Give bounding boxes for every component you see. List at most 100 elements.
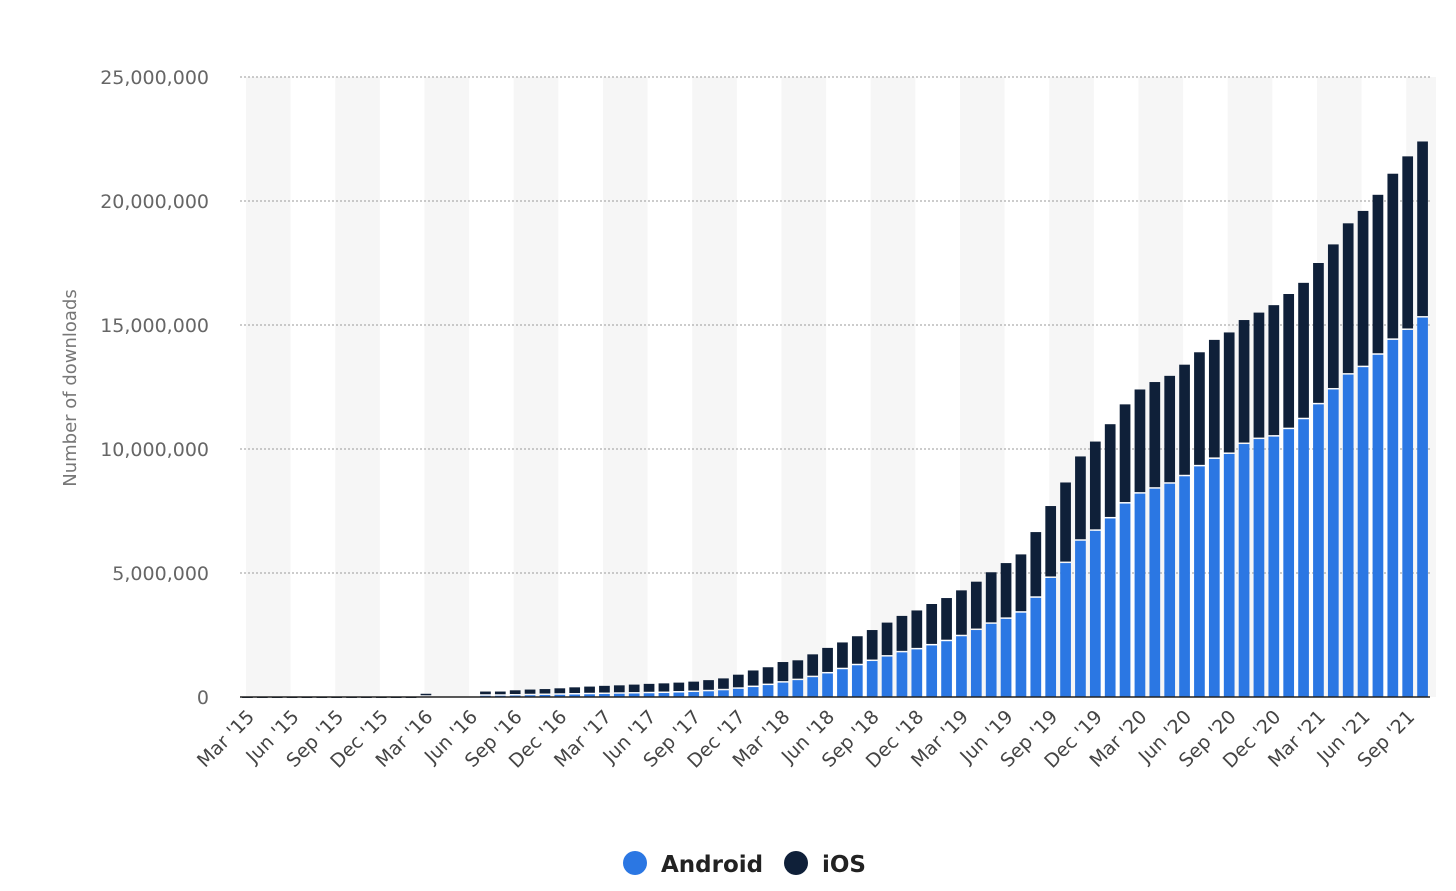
bar-android	[1253, 439, 1265, 697]
background-band	[692, 77, 737, 697]
y-tick-label: 5,000,000	[112, 563, 209, 585]
bar-ios	[1387, 173, 1399, 339]
bar-ios	[1134, 389, 1146, 493]
bar-android	[1194, 466, 1205, 697]
bar-ios	[1045, 506, 1057, 577]
background-band	[781, 77, 827, 697]
bar-ios	[569, 687, 581, 694]
bar-android	[851, 665, 863, 697]
bar-ios	[851, 636, 863, 664]
bar-android	[613, 693, 625, 697]
bar-ios	[628, 684, 640, 693]
bar-android	[926, 645, 938, 697]
bar-android	[539, 695, 551, 697]
bar-android	[732, 688, 744, 697]
bar-ios	[1283, 294, 1295, 428]
background-band	[513, 77, 559, 697]
bar-android	[866, 661, 878, 697]
bar-android	[1134, 493, 1146, 697]
bar-android	[1164, 483, 1176, 697]
bar-ios	[896, 615, 908, 651]
bar-android	[643, 693, 655, 697]
bar-ios	[673, 682, 685, 692]
bar-android	[896, 652, 908, 697]
bar-android	[881, 656, 893, 697]
bar-ios	[807, 654, 819, 676]
background-band	[1317, 77, 1362, 697]
bar-ios	[718, 678, 729, 689]
background-bands	[246, 77, 1436, 697]
bar-android	[777, 682, 789, 697]
background-band	[246, 77, 291, 697]
bar-android	[628, 693, 640, 697]
bar-ios	[539, 689, 551, 694]
bar-android	[941, 641, 952, 697]
bar-ios	[480, 691, 491, 695]
bar-android	[1357, 367, 1369, 697]
bar-ios	[970, 581, 982, 629]
bar-android	[1313, 404, 1324, 697]
y-tick-label: 15,000,000	[100, 315, 209, 337]
background-band	[335, 77, 380, 697]
bar-android	[970, 630, 982, 697]
bar-ios	[554, 688, 566, 694]
legend-ios-label: iOS	[822, 852, 866, 878]
bar-ios	[1149, 382, 1161, 488]
bar-ios	[420, 693, 432, 696]
bar-android	[1119, 503, 1131, 697]
y-axis-label: Number of downloads	[60, 289, 81, 487]
bar-ios	[1104, 424, 1116, 517]
background-band	[870, 77, 916, 697]
bar-android	[837, 669, 848, 697]
bar-ios	[985, 572, 997, 623]
bar-ios	[703, 680, 714, 690]
bar-ios	[1357, 210, 1369, 366]
bar-android	[1075, 540, 1086, 697]
bar-android	[1283, 429, 1295, 697]
bar-ios	[1223, 332, 1235, 453]
y-tick-label: 20,000,000	[100, 191, 209, 213]
bars	[242, 141, 1428, 699]
bar-android	[747, 687, 759, 697]
bar-ios	[822, 647, 833, 672]
bar-ios	[1208, 339, 1220, 458]
bar-ios	[494, 691, 506, 695]
bar-android	[762, 685, 774, 697]
bar-android	[1015, 612, 1027, 697]
background-band	[424, 77, 470, 697]
bar-ios	[688, 681, 700, 691]
bar-android	[703, 691, 714, 697]
bar-android	[1327, 389, 1339, 697]
bar-ios	[613, 685, 625, 693]
background-band	[603, 77, 648, 697]
bar-android	[1298, 419, 1309, 697]
bar-ios	[1089, 441, 1101, 530]
bar-ios	[837, 642, 848, 668]
bar-android	[1045, 577, 1057, 697]
legend: Android iOS	[623, 851, 866, 878]
bar-ios	[1253, 312, 1265, 438]
bar-ios	[911, 610, 923, 648]
background-band	[1227, 77, 1273, 697]
bar-android	[1417, 317, 1428, 697]
bar-android	[718, 690, 729, 697]
bar-android	[792, 680, 804, 697]
bar-android	[1342, 374, 1354, 697]
bar-ios	[1342, 223, 1354, 374]
legend-android-swatch	[623, 851, 647, 875]
bar-android	[985, 623, 997, 697]
bar-ios	[1327, 244, 1339, 388]
bar-android	[1060, 563, 1071, 697]
bar-android	[1208, 458, 1220, 697]
bar-ios	[509, 690, 521, 695]
bar-ios	[956, 590, 967, 635]
bar-ios	[1268, 305, 1280, 436]
bar-ios	[1179, 364, 1190, 475]
bar-ios	[881, 622, 893, 656]
bar-ios	[1164, 375, 1176, 483]
bar-ios	[926, 604, 938, 644]
bar-ios	[1015, 554, 1027, 612]
bar-ios	[1298, 282, 1309, 418]
bar-ios	[599, 685, 610, 693]
background-band	[1138, 77, 1184, 697]
